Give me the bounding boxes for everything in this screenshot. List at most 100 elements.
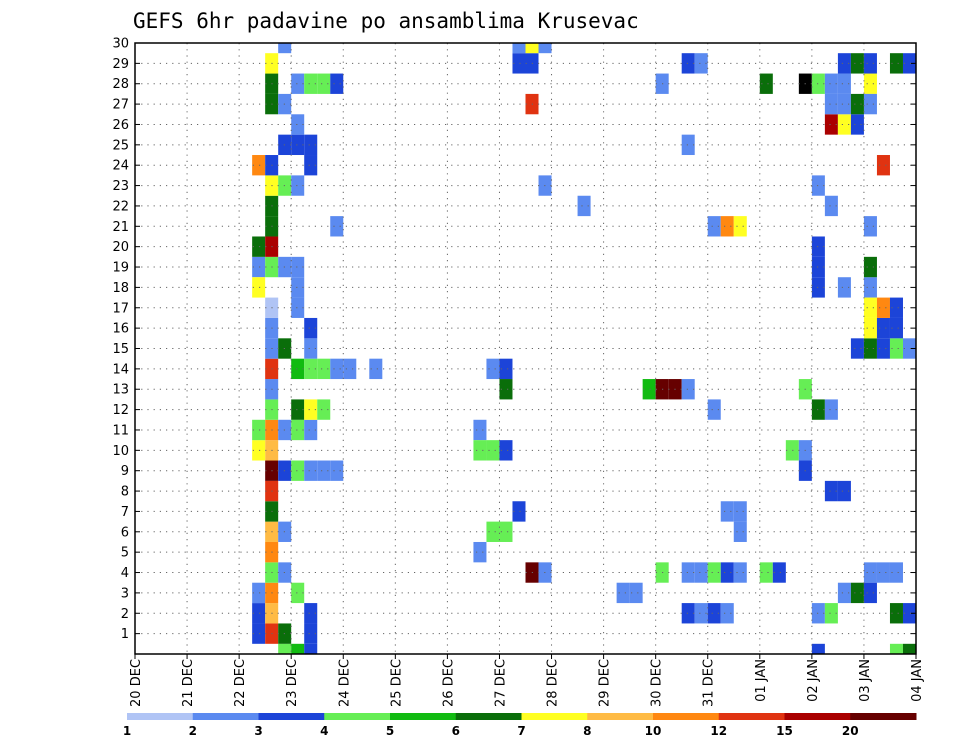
heat-cell bbox=[759, 562, 773, 583]
heat-cell bbox=[889, 297, 903, 318]
heat-cell bbox=[824, 480, 838, 502]
heat-cell bbox=[720, 562, 734, 583]
heat-cell bbox=[759, 73, 773, 94]
heat-cell bbox=[863, 562, 877, 583]
colorbar-swatch bbox=[127, 713, 194, 720]
heat-cell bbox=[837, 277, 851, 298]
heat-cell bbox=[681, 562, 695, 583]
heat-cell bbox=[811, 643, 825, 654]
heat-cell bbox=[291, 460, 305, 481]
heat-cell bbox=[707, 603, 721, 624]
colorbar-swatch bbox=[653, 713, 720, 720]
colorbar-swatch bbox=[192, 713, 259, 720]
heat-cell bbox=[850, 114, 864, 135]
heat-cell bbox=[863, 317, 877, 339]
heat-cell bbox=[889, 603, 903, 624]
heat-cell bbox=[811, 236, 825, 257]
heat-cell bbox=[291, 297, 305, 318]
y-tick-label: 16 bbox=[112, 322, 129, 337]
y-tick-label: 5 bbox=[121, 546, 129, 561]
heat-cell bbox=[252, 440, 266, 461]
y-tick-label: 8 bbox=[121, 485, 129, 500]
x-tick-label: 26 DEC bbox=[441, 659, 456, 707]
y-tick-label: 15 bbox=[112, 342, 129, 357]
heat-cell bbox=[486, 440, 500, 461]
heat-cell bbox=[291, 134, 305, 156]
heat-cell bbox=[902, 643, 916, 654]
heat-cell bbox=[642, 379, 656, 400]
heat-cell bbox=[811, 73, 825, 94]
heat-cell bbox=[330, 73, 344, 94]
y-tick-label: 28 bbox=[112, 77, 129, 92]
heat-cell bbox=[733, 521, 747, 542]
heat-cell bbox=[473, 541, 487, 563]
heat-cell bbox=[837, 93, 851, 115]
heat-cell bbox=[889, 53, 903, 74]
y-tick-label: 4 bbox=[121, 566, 129, 581]
y-tick-label: 11 bbox=[112, 423, 129, 438]
y-tick-label: 27 bbox=[112, 98, 129, 113]
x-tick-label: 25 DEC bbox=[389, 659, 404, 707]
heat-cell bbox=[863, 277, 877, 298]
colorbar-swatch bbox=[718, 713, 785, 720]
heat-cell bbox=[499, 440, 513, 461]
heat-cell bbox=[863, 338, 877, 359]
x-tick-label: 28 DEC bbox=[546, 659, 561, 707]
heat-cell bbox=[330, 358, 344, 380]
heat-cell bbox=[876, 297, 890, 318]
y-tick-label: 10 bbox=[112, 444, 129, 459]
colorbar-label: 7 bbox=[517, 724, 525, 738]
heat-cell bbox=[811, 399, 825, 420]
heat-cell bbox=[252, 155, 266, 176]
heat-cell bbox=[837, 73, 851, 94]
colorbar-label: 20 bbox=[842, 724, 859, 738]
heat-cell bbox=[304, 419, 318, 441]
heat-cell bbox=[837, 114, 851, 135]
heat-cell bbox=[317, 73, 331, 94]
heat-cell bbox=[512, 43, 526, 54]
heat-cell bbox=[473, 419, 487, 441]
heat-cell bbox=[694, 603, 708, 624]
x-tick-label: 01 JAN bbox=[754, 659, 769, 702]
chart-title: GEFS 6hr padavine po ansamblima Krusevac bbox=[133, 9, 639, 33]
heat-cell bbox=[837, 53, 851, 74]
heat-cell bbox=[876, 562, 890, 583]
x-tick-label: 24 DEC bbox=[337, 659, 352, 707]
heat-cell bbox=[343, 358, 357, 380]
heat-cell bbox=[512, 501, 526, 522]
colorbar-label: 6 bbox=[452, 724, 460, 738]
heat-cell bbox=[291, 73, 305, 94]
heat-cell bbox=[837, 480, 851, 502]
heat-cell bbox=[291, 175, 305, 196]
heat-cell bbox=[902, 53, 916, 74]
y-tick-label: 17 bbox=[112, 301, 129, 316]
heat-cell bbox=[304, 317, 318, 339]
y-tick-label: 26 bbox=[112, 118, 129, 133]
y-axis: 1234567891011121314151617181920212223242… bbox=[112, 37, 916, 642]
heat-cell bbox=[473, 440, 487, 461]
heat-cell bbox=[863, 93, 877, 115]
x-tick-label: 23 DEC bbox=[285, 659, 300, 707]
heat-cell bbox=[811, 256, 825, 278]
heat-cell bbox=[278, 43, 292, 54]
heat-cell bbox=[824, 73, 838, 94]
colorbar-swatch bbox=[850, 713, 917, 720]
y-tick-label: 12 bbox=[112, 403, 129, 418]
colorbar-swatch bbox=[521, 713, 588, 720]
x-tick-label: 31 DEC bbox=[702, 659, 717, 707]
y-tick-label: 6 bbox=[121, 525, 129, 540]
heat-cell bbox=[369, 358, 383, 380]
heat-cell bbox=[330, 216, 344, 237]
heat-cell bbox=[824, 195, 838, 217]
heat-cell bbox=[707, 399, 721, 420]
y-tick-label: 29 bbox=[112, 57, 129, 72]
colorbar-label: 3 bbox=[254, 724, 262, 738]
heat-cell bbox=[824, 93, 838, 115]
heat-cell bbox=[304, 399, 318, 420]
heat-cell bbox=[291, 277, 305, 298]
x-tick-label: 30 DEC bbox=[650, 659, 665, 707]
heat-cell bbox=[824, 114, 838, 135]
heat-cell bbox=[499, 379, 513, 400]
heat-cell bbox=[720, 603, 734, 624]
